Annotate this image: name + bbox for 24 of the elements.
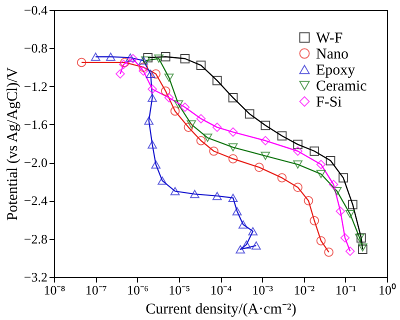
x-tick-label: 10⁻⁶ <box>126 282 149 298</box>
y-tick-label: −1.6 <box>24 116 48 132</box>
legend-label: Ceramic <box>316 78 368 94</box>
x-tick-label: 10⁻⁴ <box>210 282 232 298</box>
x-tick-label: 10⁻⁵ <box>168 282 190 298</box>
x-tick-label: 10⁻⁷ <box>85 282 107 298</box>
y-tick-label: −2.0 <box>24 155 48 170</box>
y-tick-label: −2.8 <box>24 231 48 246</box>
y-tick-label: −3.2 <box>24 270 48 284</box>
legend-label: Nano <box>316 46 348 62</box>
x-tick-label: 10⁻³ <box>252 282 274 298</box>
y-axis-title: Potential (vs Ag/AgCl)/V <box>4 67 21 221</box>
x-axis-title: Current density/(A·cm⁻²) <box>146 302 296 318</box>
legend-label: F-Si <box>316 94 342 110</box>
y-tick-label: −2.4 <box>24 193 48 208</box>
legend-label: Epoxy <box>316 62 356 78</box>
x-tick-label: 10⁻² <box>294 282 315 298</box>
x-tick-label: 10⁻¹ <box>335 282 356 298</box>
legend-label: W-F <box>316 30 343 46</box>
x-tick-label: 10⁰ <box>378 282 396 298</box>
y-tick-label: −0.8 <box>24 40 48 56</box>
y-tick-label: −0.4 <box>24 2 48 18</box>
y-tick-label: −1.2 <box>24 78 48 94</box>
x-tick-label: 10⁻⁸ <box>44 282 66 298</box>
